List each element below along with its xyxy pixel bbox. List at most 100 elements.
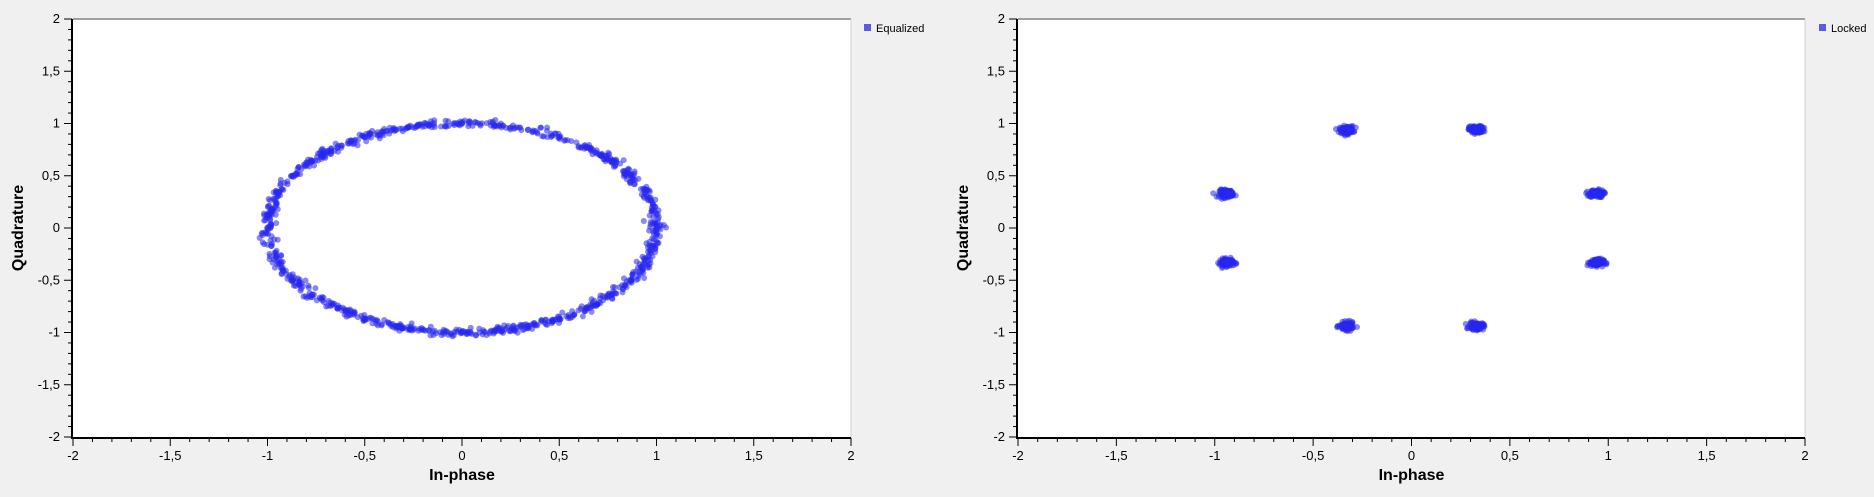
scatter-point bbox=[641, 275, 648, 282]
scatter-point bbox=[438, 123, 445, 130]
scatter-point bbox=[361, 315, 368, 323]
scatter-point bbox=[321, 150, 328, 157]
scatter-point bbox=[454, 119, 461, 126]
scatter-point bbox=[325, 297, 332, 304]
scatter-point bbox=[646, 227, 653, 234]
scatter-point bbox=[515, 324, 522, 331]
x-tick-label: 1 bbox=[653, 448, 660, 463]
scatter-point bbox=[405, 124, 412, 131]
scatter-point bbox=[620, 157, 627, 164]
scatter-point bbox=[296, 282, 303, 289]
scatter-point bbox=[458, 120, 466, 127]
scatter-point bbox=[284, 178, 291, 185]
scatter-point bbox=[492, 116, 499, 123]
scatter-point bbox=[655, 214, 662, 221]
scatter-point bbox=[583, 144, 590, 151]
y-tick-label: -0,5 bbox=[38, 272, 60, 287]
scatter-point bbox=[278, 252, 285, 259]
scatter-point bbox=[511, 327, 518, 334]
scatter-point bbox=[385, 320, 392, 327]
x-tick-label: -0,5 bbox=[354, 448, 376, 463]
x-tick-label: 2 bbox=[1801, 448, 1808, 463]
scatter-point bbox=[524, 323, 532, 330]
scatter-point bbox=[645, 252, 652, 259]
legend-swatch bbox=[1819, 24, 1826, 31]
y-tick-label: 1 bbox=[53, 116, 60, 131]
x-tick-label: 0 bbox=[1408, 448, 1415, 463]
scatter-point bbox=[264, 224, 271, 232]
scatter-point bbox=[264, 211, 271, 218]
scatter-point bbox=[289, 172, 296, 179]
scatter-point bbox=[1210, 190, 1217, 197]
scatter-point bbox=[530, 320, 537, 327]
x-tick-label: -1 bbox=[1209, 448, 1221, 463]
scatter-point bbox=[367, 130, 374, 137]
scatter-point bbox=[314, 157, 321, 164]
scatter-point bbox=[653, 224, 660, 232]
scatter-point bbox=[272, 201, 279, 208]
scatter-point bbox=[603, 153, 610, 160]
scatter-point bbox=[608, 291, 615, 299]
y-tick-label: -0,5 bbox=[983, 272, 1005, 287]
scatter-point bbox=[269, 259, 276, 266]
scatter-point bbox=[1332, 126, 1339, 133]
scatter-point bbox=[261, 241, 268, 248]
scatter-point bbox=[1337, 126, 1344, 133]
scatter-point bbox=[345, 312, 352, 319]
scatter-point bbox=[593, 303, 600, 310]
x-axis-title: In-phase bbox=[1379, 467, 1445, 484]
scatter-point bbox=[268, 242, 275, 249]
y-tick-label: 0 bbox=[53, 220, 60, 235]
scatter-point bbox=[374, 318, 381, 325]
scatter-point bbox=[500, 122, 507, 129]
scatter-point bbox=[1473, 126, 1480, 133]
scatter-point bbox=[361, 133, 368, 141]
scatter-point bbox=[266, 250, 273, 257]
scatter-point bbox=[334, 305, 341, 312]
scatter-point bbox=[578, 303, 585, 310]
scatter-point bbox=[559, 309, 566, 316]
scatter-point bbox=[656, 233, 663, 240]
scatter-point bbox=[1473, 323, 1480, 330]
y-tick-label: -2 bbox=[48, 429, 60, 444]
scatter-point bbox=[635, 175, 642, 182]
scatter-point bbox=[442, 117, 449, 124]
scatter-point bbox=[638, 268, 645, 275]
x-tick-label: -2 bbox=[67, 448, 79, 463]
scatter-point bbox=[498, 328, 505, 335]
scatter-point bbox=[629, 271, 636, 278]
scatter-point bbox=[649, 242, 656, 249]
scatter-point bbox=[543, 316, 550, 323]
scatter-point bbox=[1464, 325, 1471, 332]
y-tick-label: -1,5 bbox=[38, 377, 60, 392]
scatter-point bbox=[275, 260, 283, 267]
scatter-point bbox=[1593, 259, 1600, 266]
scatter-point bbox=[368, 315, 375, 322]
scatter-point bbox=[506, 124, 513, 131]
scatter-point bbox=[302, 277, 309, 284]
scatter-point bbox=[342, 307, 349, 314]
x-tick-label: -2 bbox=[1012, 448, 1024, 463]
legend-swatch bbox=[864, 24, 871, 31]
y-tick-label: 1,5 bbox=[987, 63, 1005, 78]
scatter-points bbox=[1210, 122, 1610, 334]
scatter-point bbox=[633, 276, 640, 283]
scatter-point bbox=[579, 313, 586, 320]
scatter-point bbox=[1598, 193, 1605, 200]
scatter-point bbox=[309, 157, 316, 165]
scatter-point bbox=[418, 324, 425, 331]
scatter-point bbox=[379, 128, 386, 135]
scatter-point bbox=[556, 315, 563, 323]
scatter-point bbox=[631, 181, 638, 188]
scatter-point bbox=[312, 285, 319, 292]
scatter-point bbox=[565, 311, 572, 318]
scatter-point bbox=[261, 217, 268, 224]
scatter-point bbox=[392, 126, 400, 133]
x-tick-label: -0,5 bbox=[1302, 448, 1324, 463]
scatter-point bbox=[1343, 126, 1350, 133]
scatter-point bbox=[532, 127, 539, 134]
scatter-point bbox=[271, 196, 278, 203]
constellation-plot-locked: -2 -1,5 -1 -0,5 0 0,5 1 1,5 2 2 1,5 1 0,5 0 -0,5 -1 -1,5… bbox=[943, 0, 1874, 497]
scatter-point bbox=[620, 275, 627, 282]
y-tick-label: 0 bbox=[998, 220, 1005, 235]
